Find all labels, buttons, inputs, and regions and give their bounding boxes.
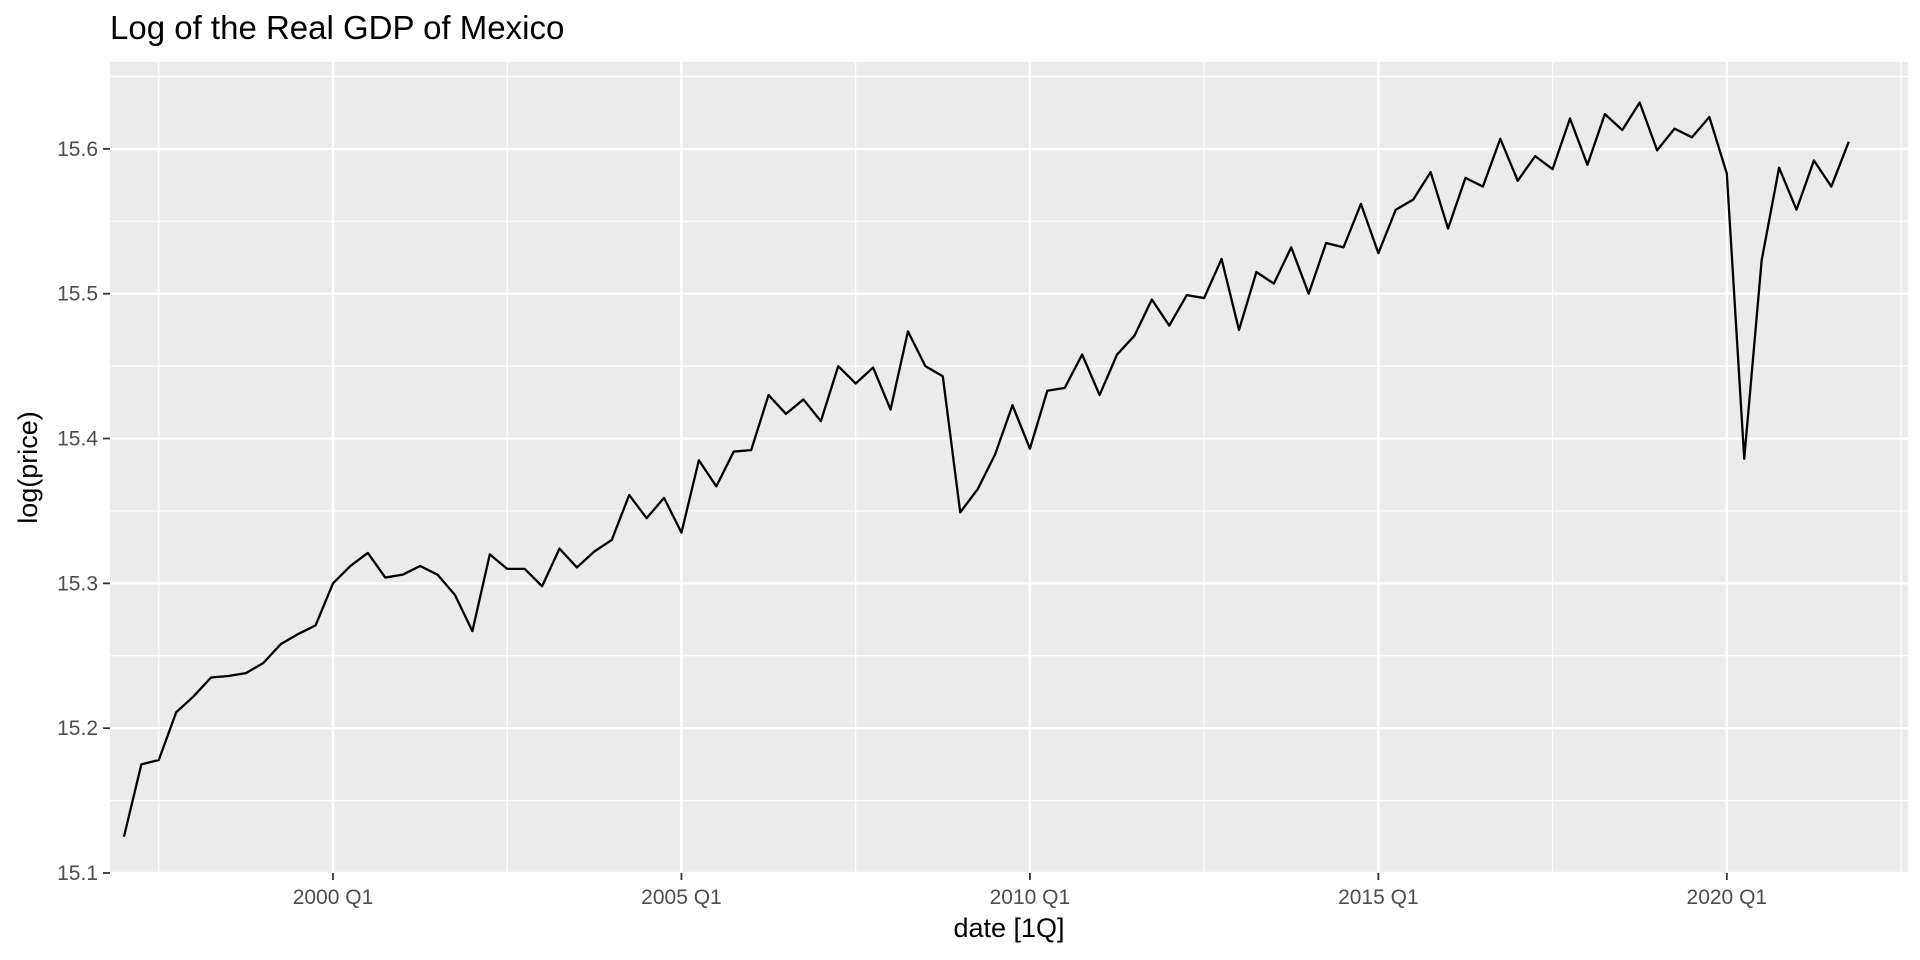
x-tick-label: 2015 Q1 [1338, 886, 1419, 909]
series-line [122, 101, 1850, 838]
x-tick-label: 2005 Q1 [641, 886, 722, 909]
y-axis-title: log(price) [13, 411, 43, 524]
y-tick-label: 15.2 [57, 717, 98, 740]
axis-ticks [103, 147, 1728, 880]
minor-gridlines [110, 62, 1908, 873]
y-tick-label: 15.1 [57, 862, 98, 885]
chart-title: Log of the Real GDP of Mexico [110, 9, 564, 46]
series-layer [122, 101, 1850, 838]
y-tick-label: 15.6 [57, 138, 98, 161]
x-tick-label: 2020 Q1 [1687, 886, 1768, 909]
y-tick-label: 15.5 [57, 283, 98, 306]
y-tick-label: 15.3 [57, 572, 98, 595]
x-tick-label: 2010 Q1 [990, 886, 1071, 909]
x-axis-title: date [1Q] [953, 913, 1064, 943]
tick-labels: 2000 Q1 2005 Q1 2010 Q1 2015 Q1 2020 Q1 15.1 1… [57, 138, 1767, 909]
major-gridlines [110, 62, 1908, 875]
y-tick-label: 15.4 [57, 428, 98, 451]
x-tick-label: 2000 Q1 [293, 886, 374, 909]
plot-panel [110, 62, 1908, 873]
